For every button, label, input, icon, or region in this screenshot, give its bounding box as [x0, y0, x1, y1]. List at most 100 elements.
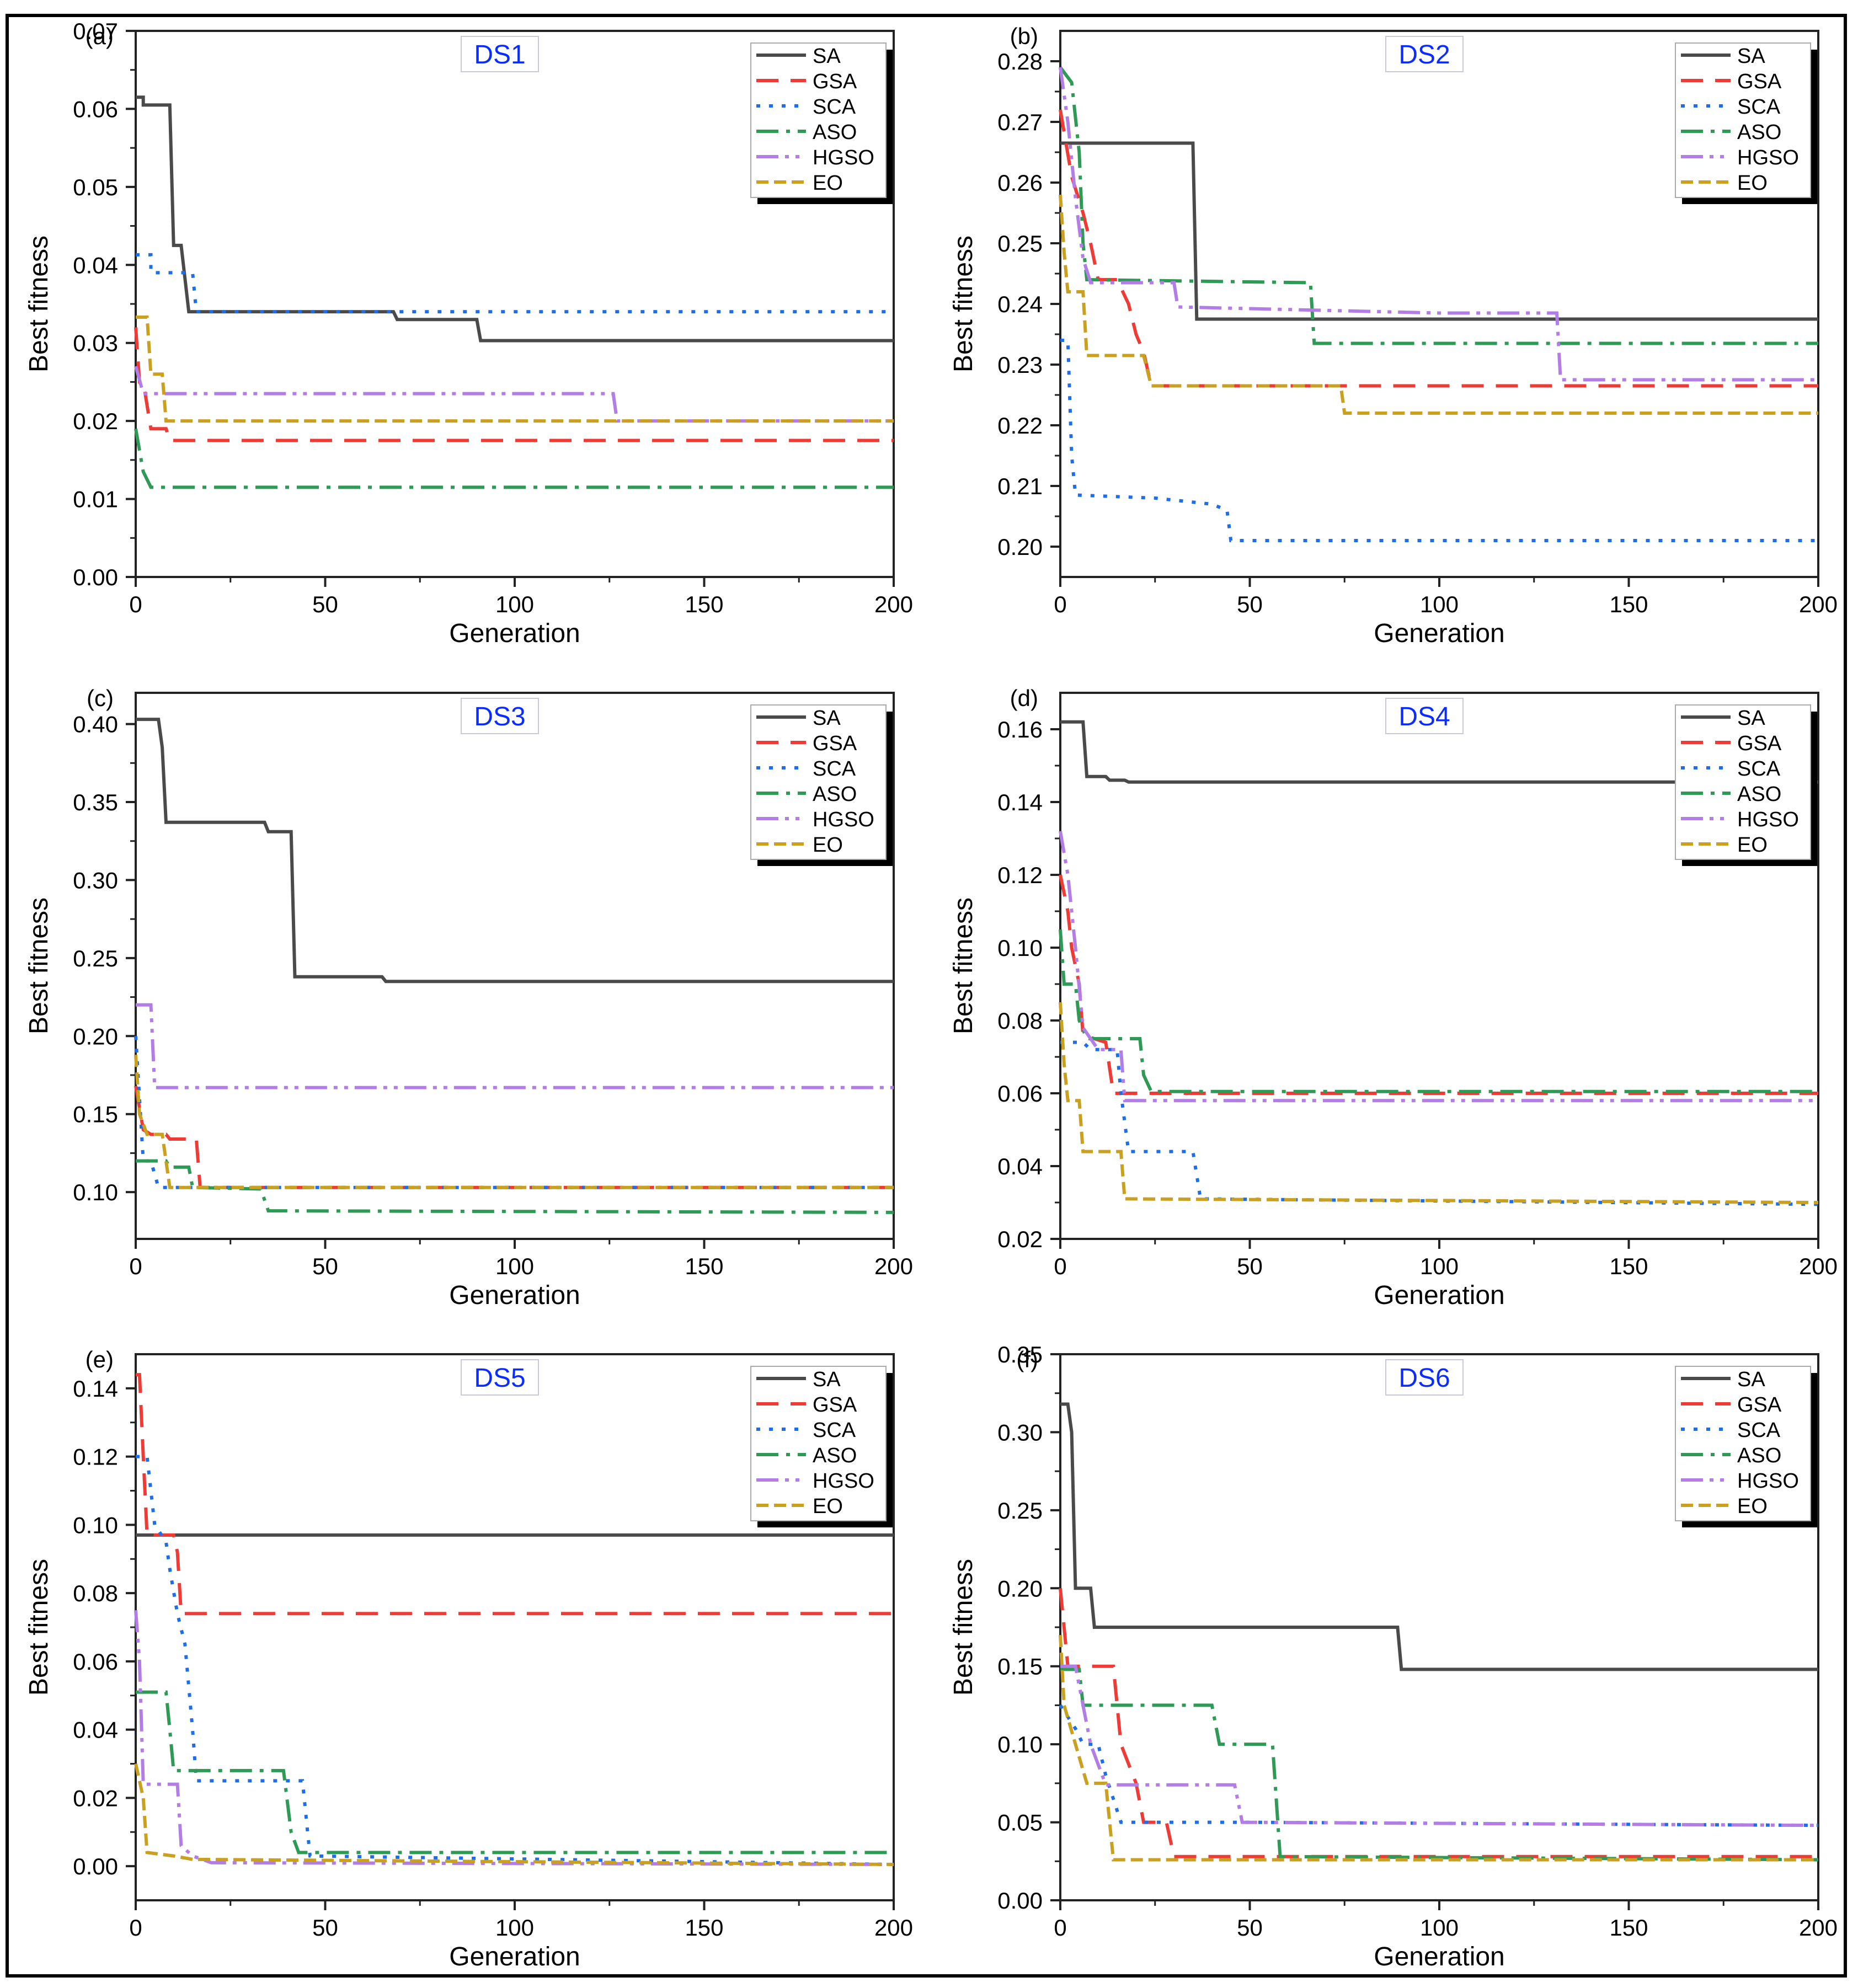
y-axis-title: Best fitness — [949, 236, 978, 372]
x-tick-label: 0 — [129, 1253, 142, 1279]
x-tick-label: 100 — [1420, 1253, 1459, 1279]
series-line-gsa — [134, 1086, 894, 1189]
title-box — [461, 1359, 539, 1396]
x-tick-label: 200 — [874, 1253, 913, 1279]
series-line-aso — [134, 428, 894, 489]
legend-label-aso: ASO — [1737, 783, 1781, 806]
y-tick-label: 0.24 — [997, 291, 1043, 317]
x-axis-title: Generation — [1374, 1281, 1505, 1310]
x-tick-label: 50 — [312, 1915, 338, 1941]
panel-label: (c) — [87, 685, 114, 711]
x-tick-label: 100 — [495, 1915, 534, 1941]
title-box — [1385, 698, 1464, 734]
legend-label-sa: SA — [1737, 45, 1765, 68]
y-tick-label: 0.12 — [73, 1444, 118, 1470]
legend-label-gsa: GSA — [813, 70, 857, 93]
y-tick-label: 0.35 — [73, 789, 118, 815]
y-tick-label: 0.02 — [73, 408, 118, 434]
title-box — [461, 698, 539, 734]
y-tick-label: 0.02 — [73, 1785, 118, 1811]
series-line-sa — [1060, 141, 1818, 321]
x-tick-label: 150 — [685, 1253, 723, 1279]
series-line-gsa — [134, 327, 894, 442]
x-tick-label: 0 — [1054, 1915, 1066, 1941]
x-tick-label: 150 — [1609, 1915, 1648, 1941]
legend-label-hgso: HGSO — [813, 1469, 874, 1493]
x-tick-label: 150 — [1609, 591, 1648, 617]
y-tick-label: 0.30 — [997, 1419, 1043, 1445]
chart-title: DS2 — [1398, 40, 1450, 70]
y-tick-label: 0.23 — [997, 352, 1043, 378]
y-tick-label: 0.00 — [73, 1853, 118, 1879]
series-line-eo — [1059, 1634, 1818, 1862]
y-tick-label: 0.27 — [997, 109, 1043, 135]
series-line-gsa — [1059, 874, 1818, 1095]
legend-label-sa: SA — [1737, 707, 1765, 730]
series-line-aso — [1059, 66, 1818, 345]
x-tick-label: 50 — [1237, 1253, 1263, 1279]
y-axis-title: Best fitness — [24, 897, 54, 1034]
legend-box — [750, 42, 887, 198]
y-tick-label: 0.10 — [73, 1512, 118, 1538]
panel-ds3: (c) 0.10 0.15 0.20 0.25 0.30 0.35 0.40 0 50 100 150… — [24, 685, 913, 1310]
y-tick-label: 0.25 — [73, 945, 118, 971]
legend-box — [1675, 42, 1811, 198]
legend-label-aso: ASO — [813, 1444, 857, 1467]
legend-label-aso: ASO — [1737, 1444, 1781, 1467]
title-box — [1385, 1359, 1464, 1396]
y-tick-label: 0.16 — [997, 717, 1043, 742]
panel-label: (d) — [1010, 685, 1038, 711]
y-tick-label: 0.40 — [73, 712, 118, 738]
legend-label-sa: SA — [813, 707, 841, 730]
series-line-hgso — [1059, 831, 1818, 1103]
y-tick-label: 0.06 — [73, 96, 118, 122]
x-tick-label: 100 — [1420, 1915, 1459, 1941]
legend-label-hgso: HGSO — [813, 808, 874, 831]
x-tick-label: 200 — [1799, 1915, 1838, 1941]
legend-label-sca: SCA — [813, 757, 856, 781]
panel-ds4: (d) 0.02 0.04 0.06 0.08 0.10 0.12 0.14 0.16 0 50 10… — [949, 685, 1838, 1310]
x-tick-label: 200 — [1799, 591, 1838, 617]
series-line-aso — [1059, 929, 1818, 1093]
series-line-eo — [1059, 1002, 1819, 1204]
y-tick-label: 0.05 — [997, 1810, 1043, 1836]
legend-label-gsa: GSA — [813, 1393, 857, 1417]
legend-label-hgso: HGSO — [1737, 1469, 1799, 1493]
x-axis-title: Generation — [1374, 1942, 1505, 1971]
panel-ds5: (e) 0.00 0.02 0.04 0.06 0.08 0.10 0.12 0.14 0 50 10… — [24, 1346, 913, 1971]
x-tick-label: 100 — [495, 591, 534, 617]
y-tick-label: 0.15 — [997, 1654, 1043, 1680]
y-axis-title: Best fitness — [949, 897, 978, 1034]
chart-title: DS5 — [474, 1364, 525, 1393]
x-tick-label: 0 — [129, 591, 142, 617]
y-tick-label: 0.14 — [997, 789, 1043, 815]
series-line-hgso — [1059, 67, 1818, 382]
panel-label: (a) — [86, 23, 114, 49]
panel-ds1: (a) 0.00 0.01 0.02 0.03 0.04 0.05 0.06 0.07 0 50 10… — [24, 18, 913, 648]
x-tick-label: 100 — [1420, 591, 1459, 617]
series-line-eo — [136, 316, 894, 423]
y-tick-label: 0.04 — [73, 252, 118, 278]
x-axis-title: Generation — [1374, 619, 1505, 648]
legend-label-gsa: GSA — [1737, 70, 1782, 93]
y-tick-label: 0.01 — [73, 487, 118, 512]
series-line-aso — [1060, 1668, 1819, 1862]
figure-frame — [6, 14, 1847, 1978]
legend-label-aso: ASO — [813, 121, 857, 144]
x-tick-label: 50 — [312, 1253, 338, 1279]
series-line-eo — [134, 1055, 894, 1189]
series-line-sa — [1060, 1402, 1818, 1671]
series-line-sca — [134, 1036, 894, 1189]
y-tick-label: 0.06 — [73, 1649, 118, 1675]
panel-label: (b) — [1010, 23, 1038, 49]
legend-label-hgso: HGSO — [813, 146, 874, 169]
y-tick-label: 0.26 — [997, 170, 1043, 196]
y-tick-label: 0.07 — [73, 18, 118, 44]
title-box — [461, 36, 539, 72]
series-line-sca — [136, 1455, 894, 1866]
y-tick-label: 0.30 — [73, 867, 118, 893]
legend-label-eo: EO — [1737, 172, 1768, 195]
y-tick-label: 0.15 — [73, 1102, 118, 1127]
x-tick-label: 150 — [1609, 1253, 1648, 1279]
legend-label-gsa: GSA — [813, 732, 857, 755]
